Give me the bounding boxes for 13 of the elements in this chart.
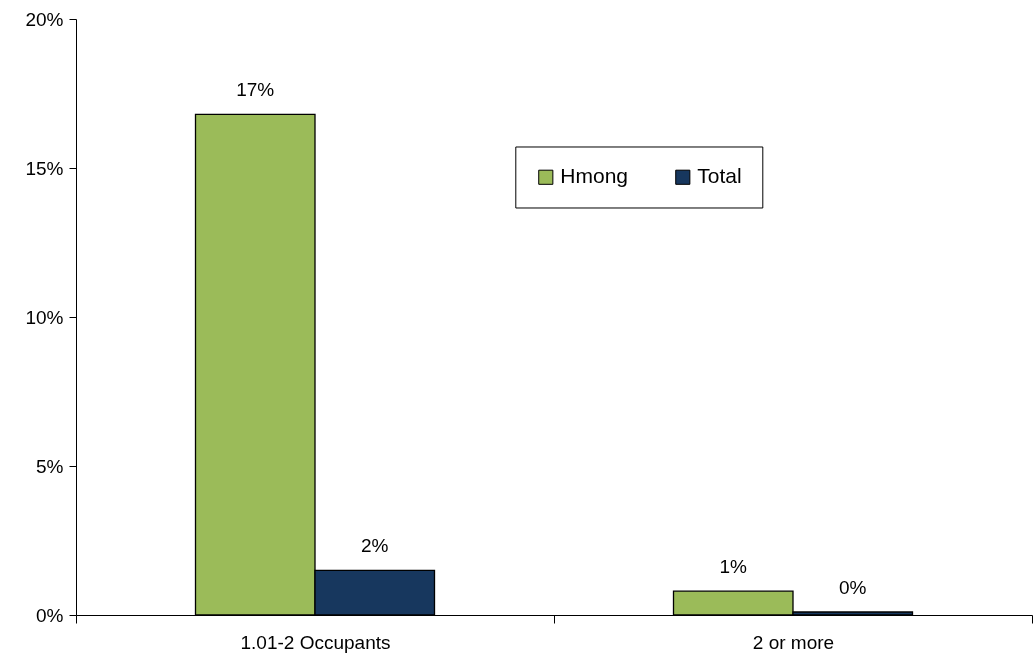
y-tick-label: 20% <box>25 8 64 30</box>
data-label: 17% <box>236 79 275 101</box>
data-label: 1% <box>719 556 748 578</box>
legend-label: Hmong <box>560 164 628 188</box>
y-tick-label: 5% <box>36 455 64 477</box>
y-tick-label: 10% <box>25 306 64 328</box>
legend-label: Total <box>697 164 742 188</box>
x-tick-label: 1.01-2 Occupants <box>240 631 391 653</box>
y-tick-label: 15% <box>25 157 64 179</box>
x-tick-label: 2 or more <box>752 631 835 653</box>
y-tick-label: 0% <box>36 604 64 626</box>
data-label: 0% <box>839 577 867 599</box>
data-label: 2% <box>361 535 389 557</box>
